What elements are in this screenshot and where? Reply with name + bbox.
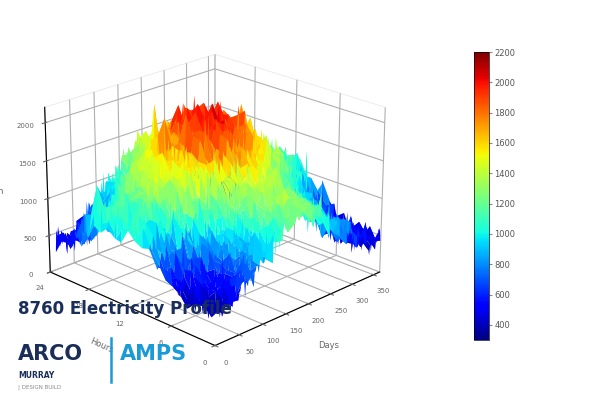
Text: AMPS: AMPS — [120, 344, 187, 364]
Text: ARCO: ARCO — [18, 344, 83, 364]
Y-axis label: Hours: Hours — [88, 336, 115, 355]
X-axis label: Days: Days — [318, 341, 339, 350]
Text: MURRAY: MURRAY — [18, 371, 54, 380]
Text: 8760 Electricity Profile: 8760 Electricity Profile — [18, 300, 232, 318]
Text: | DESIGN BUILD: | DESIGN BUILD — [18, 384, 61, 390]
